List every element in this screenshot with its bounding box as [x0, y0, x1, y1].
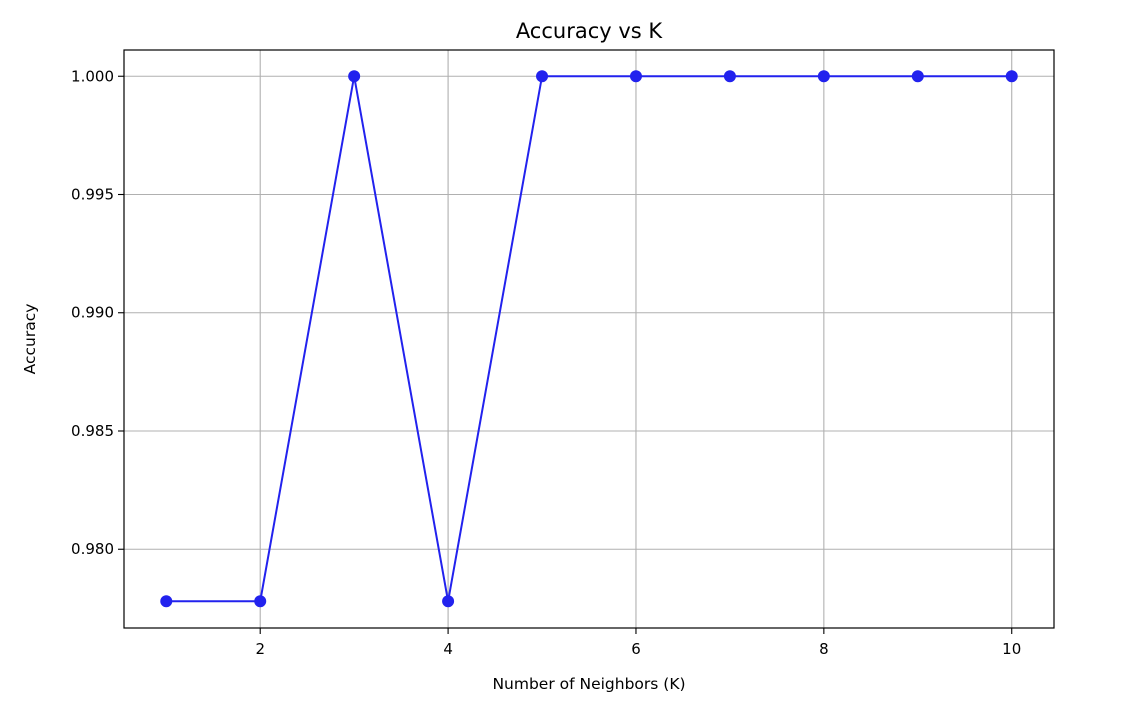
y-axis-label: Accuracy [21, 304, 39, 375]
data-point-marker [629, 70, 642, 83]
x-axis-label: Number of Neighbors (K) [492, 675, 685, 693]
data-point-marker [160, 595, 173, 608]
series-line [166, 75, 1012, 603]
plot-frame [123, 49, 1055, 629]
data-point-marker [817, 70, 830, 83]
x-tick-label: 6 [631, 640, 641, 658]
y-tick-label: 0.985 [71, 422, 114, 440]
data-point-marker [536, 70, 549, 83]
x-tick-label: 8 [819, 640, 829, 658]
chart-title: Accuracy vs K [516, 19, 664, 43]
y-tick-label: 0.980 [71, 540, 114, 558]
data-point-marker [348, 70, 361, 83]
x-tick-label: 2 [255, 640, 265, 658]
data-point-marker [911, 70, 924, 83]
x-tick-label: 10 [1002, 640, 1021, 658]
data-point-marker [442, 595, 455, 608]
data-point-marker [1005, 70, 1018, 83]
x-tick-label: 4 [443, 640, 453, 658]
data-point-marker [723, 70, 736, 83]
y-tick-label: 0.995 [71, 186, 114, 204]
y-tick-label: 1.000 [71, 67, 114, 85]
y-tick-label: 0.990 [71, 304, 114, 322]
series-accuracy [160, 70, 1018, 608]
data-point-marker [254, 595, 267, 608]
axis-ticks: 2 4 6 8 10 0.980 0.985 0.990 0.995 1.000 [71, 67, 1021, 658]
